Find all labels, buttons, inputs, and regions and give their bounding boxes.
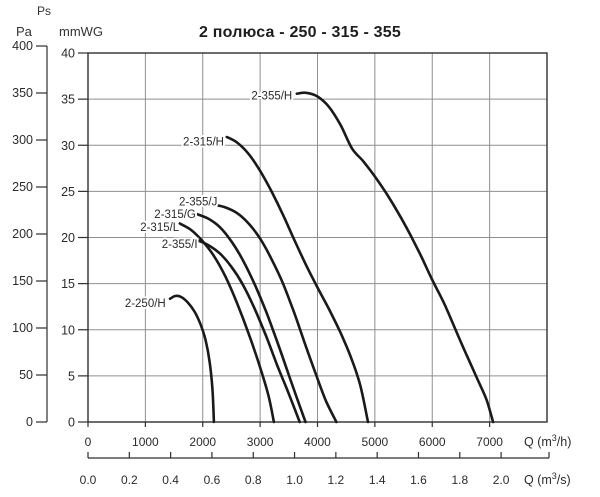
mmwg-tick-label: 25 xyxy=(61,185,75,199)
mmwg-tick-label: 10 xyxy=(61,323,75,337)
q-s-tick-label: 1.0 xyxy=(286,473,303,487)
q-h-tick-label: 0 xyxy=(85,435,92,449)
mmwg-tick-label: 15 xyxy=(61,277,75,291)
q-s-tick-label: 2.0 xyxy=(493,473,510,487)
curve-2-250-H xyxy=(168,294,216,424)
static-pressure-symbol: Ps xyxy=(37,4,52,18)
pa-tick-label: 400 xyxy=(12,39,33,53)
curve-label-2-355-I: 2-355/I xyxy=(162,239,198,251)
curve-label-2-315-L: 2-315/L xyxy=(140,222,180,234)
pa-tick-label: 250 xyxy=(12,180,33,194)
q-h-tick-label: 1000 xyxy=(132,435,159,449)
q-s-unit-label: Q (m3/s) xyxy=(524,471,571,487)
curve-2-315-L xyxy=(178,222,276,424)
q-s-tick-label: 0.8 xyxy=(245,473,262,487)
q-s-tick-label: 1.8 xyxy=(451,473,468,487)
chart-title: 2 полюса - 250 - 315 - 355 xyxy=(199,24,401,41)
q-h-tick-label: 4000 xyxy=(304,435,331,449)
pa-tick-label: 100 xyxy=(12,321,33,335)
curve-label-2-315-G: 2-315/G xyxy=(154,209,196,221)
mmwg-tick-label: 40 xyxy=(61,47,75,61)
curve-2-355-I xyxy=(196,239,301,424)
curve-label-2-355-H: 2-355/H xyxy=(251,90,292,102)
mmwg-tick-label: 0 xyxy=(68,416,75,430)
pa-tick-label: 0 xyxy=(26,415,33,429)
curve-2-315-H xyxy=(225,135,370,424)
curve-2-355-H xyxy=(295,91,495,424)
mmwg-axis-title: mmWG xyxy=(59,24,104,39)
q-s-tick-label: 0.2 xyxy=(121,473,138,487)
curve-2-355-J xyxy=(213,203,338,424)
q-s-tick-label: 0.4 xyxy=(162,473,179,487)
pa-axis-title: Pa xyxy=(16,24,32,39)
mmwg-tick-label: 20 xyxy=(61,231,75,245)
curve-2-315-G xyxy=(195,212,307,424)
q-h-tick-label: 5000 xyxy=(362,435,389,449)
q-h-tick-label: 2000 xyxy=(189,435,216,449)
curve-label-2-250-H: 2-250/H xyxy=(125,298,166,310)
pa-tick-label: 50 xyxy=(19,368,33,382)
q-h-tick-label: 7000 xyxy=(476,435,503,449)
q-h-tick-label: 6000 xyxy=(419,435,446,449)
q-s-tick-label: 0.0 xyxy=(80,473,97,487)
mmwg-tick-label: 30 xyxy=(61,139,75,153)
pa-tick-label: 350 xyxy=(12,86,33,100)
mmwg-tick-label: 5 xyxy=(68,369,75,383)
pa-tick-label: 150 xyxy=(12,274,33,288)
q-h-tick-label: 3000 xyxy=(247,435,274,449)
curve-label-2-355-J: 2-355/J xyxy=(179,197,217,209)
q-s-tick-label: 1.4 xyxy=(369,473,386,487)
q-s-tick-label: 0.6 xyxy=(204,473,221,487)
q-h-unit-label: Q (m3/h) xyxy=(524,433,571,449)
q-s-tick-label: 1.6 xyxy=(410,473,427,487)
mmwg-tick-label: 35 xyxy=(61,93,75,107)
pa-tick-label: 300 xyxy=(12,133,33,147)
q-s-tick-label: 1.2 xyxy=(328,473,345,487)
curve-label-2-315-H: 2-315/H xyxy=(183,136,224,148)
pa-tick-label: 200 xyxy=(12,227,33,241)
